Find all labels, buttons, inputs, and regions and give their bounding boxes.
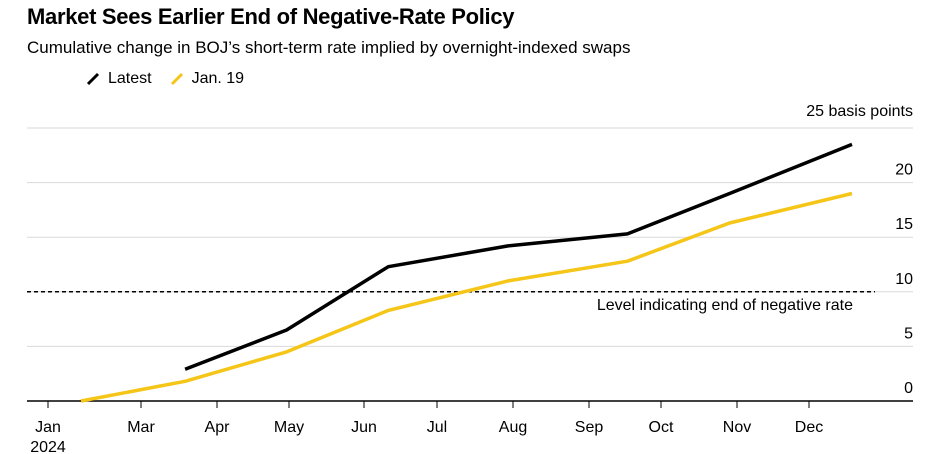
y-tick-label: 15 <box>895 216 913 233</box>
x-tick-label: Aug <box>499 419 527 436</box>
x-tick-label: Nov <box>723 419 751 436</box>
y-tick-label: 20 <box>895 162 913 179</box>
x-tick-label: Apr <box>205 419 231 436</box>
legend-item-latest: Latest <box>86 70 152 88</box>
y-tick-label: 0 <box>904 380 913 397</box>
x-tick-label: Sep <box>575 419 604 436</box>
x-tick-label: Jun <box>351 419 377 436</box>
reference-line-label: Level indicating end of negative rate <box>597 297 853 314</box>
legend-label-jan19: Jan. 19 <box>191 70 245 87</box>
x-tick-label: Jul <box>427 419 447 436</box>
legend-item-jan19: Jan. 19 <box>170 70 244 88</box>
series-line-latest <box>184 142 853 371</box>
x-tick-label: Jan <box>35 419 61 436</box>
chart-subtitle: Cumulative change in BOJ’s short-term ra… <box>27 38 631 57</box>
x-year-label: 2024 <box>30 439 66 454</box>
y-tick-label: 10 <box>895 271 913 288</box>
x-tick-label: Dec <box>795 419 823 436</box>
legend: Latest Jan. 19 <box>86 70 262 88</box>
legend-label-latest: Latest <box>108 70 152 87</box>
series-line-jan19 <box>80 191 853 403</box>
y-tick-label: 5 <box>904 325 913 342</box>
legend-swatch-jan19 <box>170 72 183 86</box>
chart-title: Market Sees Earlier End of Negative-Rate… <box>27 4 515 29</box>
legend-swatch-latest <box>86 72 100 86</box>
x-tick-label: Mar <box>127 419 155 436</box>
y-unit-label: 25 basis points <box>806 103 913 120</box>
x-tick-label: May <box>274 419 304 436</box>
x-tick-label: Oct <box>649 419 674 436</box>
